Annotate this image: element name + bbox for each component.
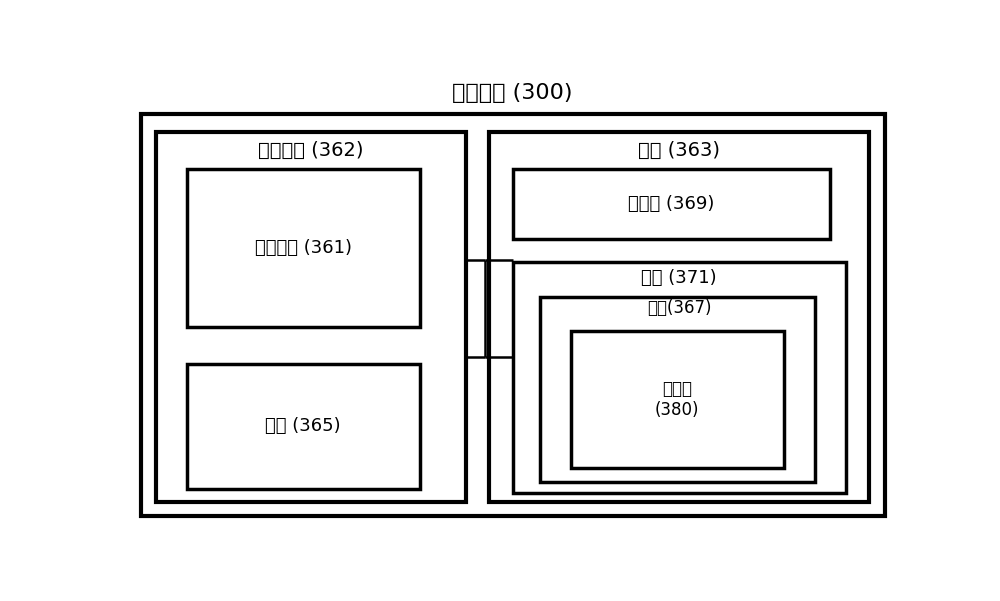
Bar	[156, 132, 466, 502]
Text: 邻接壁
(380): 邻接壁 (380)	[655, 380, 699, 419]
Text: 顶端支架 (362): 顶端支架 (362)	[258, 141, 364, 160]
Text: 弹性棘爪 (361): 弹性棘爪 (361)	[255, 239, 352, 257]
Text: 突起 (365): 突起 (365)	[265, 417, 341, 435]
Text: 凹口部 (369): 凹口部 (369)	[628, 195, 715, 213]
Bar	[489, 132, 869, 502]
Text: 安装设备 (300): 安装设备 (300)	[452, 83, 573, 103]
Text: 底座 (363): 底座 (363)	[638, 141, 720, 160]
Bar	[540, 296, 815, 481]
Bar	[571, 331, 784, 468]
Bar	[187, 169, 420, 327]
Bar	[140, 114, 885, 516]
Bar	[512, 169, 830, 239]
Bar	[187, 364, 420, 489]
Text: 凹部(367): 凹部(367)	[647, 299, 711, 317]
Bar	[512, 262, 846, 493]
Text: 凸缘 (371): 凸缘 (371)	[641, 269, 717, 287]
